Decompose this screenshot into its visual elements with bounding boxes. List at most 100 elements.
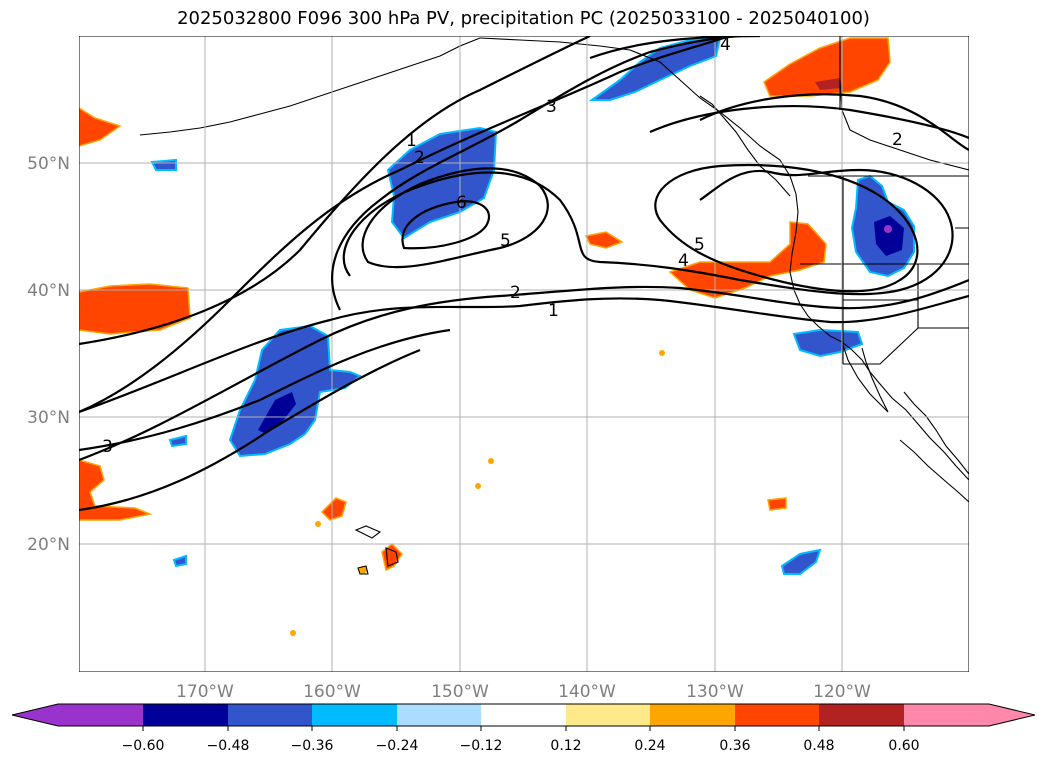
- colorbar-bin-3: [228, 704, 312, 726]
- colorbar: −0.60 −0.48 −0.36 −0.24 −0.12 0.12 0.24 …: [11, 703, 1036, 754]
- contour-label-4-east: 4: [678, 251, 689, 271]
- lon-label-170w: 170°W: [176, 682, 234, 702]
- colorbar-bin-9: [735, 704, 819, 726]
- contour-label-5-west: 5: [500, 231, 511, 251]
- coast-mexico-gulf: [903, 391, 969, 475]
- pv-contour-1: [79, 36, 591, 346]
- contour-label-6: 6: [456, 193, 467, 213]
- contour-label-3-west: 3: [102, 437, 113, 457]
- coast-bc-islands: [699, 95, 791, 197]
- colorbar-bin-11: [904, 704, 989, 726]
- pv-contour-3: [79, 36, 731, 414]
- colorbar-tick-label-4: −0.24: [376, 738, 419, 754]
- precip-region-subtropical-core: [258, 392, 296, 434]
- contour-labels: 1 2 3 4 5 6 5 4 2 1 3 2: [102, 35, 903, 457]
- pv-contour-3-south: [79, 328, 451, 452]
- pv-contour-5-west: [361, 167, 549, 269]
- lon-labels: 170°W 160°W 150°W 140°W 130°W 120°W: [176, 682, 871, 702]
- contour-label-2-east: 2: [892, 130, 903, 150]
- lon-label-120w: 120°W: [813, 682, 871, 702]
- colorbar-tick-label-7: 0.24: [634, 738, 665, 754]
- precip-region-west-25n: [79, 459, 153, 521]
- contour-label-1-south: 1: [548, 301, 559, 321]
- precip-region-east-19n: [780, 548, 822, 575]
- colorbar-extend-max: [989, 704, 1035, 726]
- precip-region-west-19n: [172, 554, 187, 568]
- precip-region-idaho-max: [884, 225, 892, 233]
- precip-spot-6: [315, 521, 321, 527]
- colorbar-bin-2: [143, 704, 228, 726]
- lat-label-50n: 50°N: [27, 154, 70, 174]
- coast-baja: [841, 341, 889, 413]
- colorbar-tick-label-3: −0.36: [291, 738, 334, 754]
- colorbar-bin-10: [819, 704, 904, 726]
- pv-contour-5-east: [654, 163, 919, 293]
- precip-region-west-40n: [79, 283, 191, 335]
- colorbar-tick-label-8: 0.36: [719, 738, 750, 754]
- pv-contour-6: [401, 200, 491, 250]
- colorbar-tick-label-2: −0.48: [207, 738, 250, 754]
- border-states-5: [955, 227, 969, 264]
- colorbar-tick-label-6: 0.12: [550, 738, 581, 754]
- pv-contour-4-ring: [342, 168, 954, 296]
- coast-hawaii: [354, 525, 399, 575]
- lon-label-130w: 130°W: [686, 682, 744, 702]
- pv-contour-2-south: [79, 278, 969, 462]
- colorbar-ticks: [142, 726, 905, 731]
- coast-mexico-mainland: [899, 439, 969, 503]
- colorbar-tick-label-1: −0.60: [122, 738, 165, 754]
- contour-label-5-east: 5: [694, 235, 705, 255]
- precip-spot-2: [488, 458, 494, 464]
- border-us-mexico: [843, 327, 969, 365]
- precip-region-gulf-alaska-core: [815, 78, 842, 90]
- precip-region-east-23n: [767, 497, 787, 511]
- precip-negative-regions: [150, 36, 915, 575]
- colorbar-bin-1: [58, 704, 143, 726]
- precip-region-central-50n: [386, 126, 498, 240]
- colorbar-outline: [11, 703, 1036, 727]
- map-title: 2025032800 F096 300 hPa PV, precipitatio…: [177, 8, 870, 29]
- precip-region-idaho-core: [874, 216, 904, 256]
- colorbar-bin-8: [650, 704, 735, 726]
- precip-spot-3: [475, 483, 481, 489]
- colorbar-bin-4: [312, 704, 397, 726]
- contour-label-3: 3: [546, 97, 557, 117]
- coast-aleutians: [139, 37, 481, 136]
- coast-alaska-south: [479, 37, 797, 195]
- lat-label-20n: 20°N: [27, 535, 70, 555]
- pv-contour-east-outer: [699, 93, 969, 151]
- colorbar-tick-label-9: 0.48: [803, 738, 834, 754]
- pv-contour-2: [331, 36, 741, 311]
- contour-label-4: 4: [720, 35, 731, 55]
- precip-region-offshore-43n: [584, 231, 624, 249]
- colorbar-bin-5: [397, 704, 481, 726]
- lon-label-140w: 140°W: [558, 682, 616, 702]
- colorbar-tick-label-10: 0.60: [888, 738, 919, 754]
- pv-contour-east-2: [649, 105, 969, 140]
- pv-contour-1-south: [79, 294, 969, 414]
- lon-label-150w: 150°W: [431, 682, 489, 702]
- colorbar-tick-label-5: −0.12: [460, 738, 503, 754]
- precip-spot-5: [290, 630, 296, 636]
- precip-region-west-28n: [168, 434, 187, 448]
- lat-label-30n: 30°N: [27, 408, 70, 428]
- colorbar-bin-7: [566, 704, 650, 726]
- plot-area: 1 2 3 4 5 6 5 4 2 1 3 2: [79, 35, 969, 672]
- precip-region-hawaii-north: [320, 497, 347, 521]
- pv-contour-far-south: [79, 348, 421, 512]
- precip-spot-1: [659, 350, 665, 356]
- colorbar-extend-min: [12, 704, 58, 726]
- lat-labels: 50°N 40°N 30°N 20°N: [27, 154, 70, 555]
- precip-spot-4: [359, 566, 367, 574]
- pv-contours: [79, 36, 969, 512]
- precip-region-nw-pacific: [79, 107, 122, 147]
- lat-label-40n: 40°N: [27, 281, 70, 301]
- lon-label-160w: 160°W: [303, 682, 361, 702]
- coast-us-west: [789, 193, 969, 481]
- contour-label-1: 1: [406, 131, 417, 151]
- colorbar-bin-6: [481, 704, 566, 726]
- precip-region-west-165w: [150, 158, 177, 171]
- contour-label-2-south: 2: [510, 283, 521, 303]
- contour-label-2: 2: [414, 148, 425, 168]
